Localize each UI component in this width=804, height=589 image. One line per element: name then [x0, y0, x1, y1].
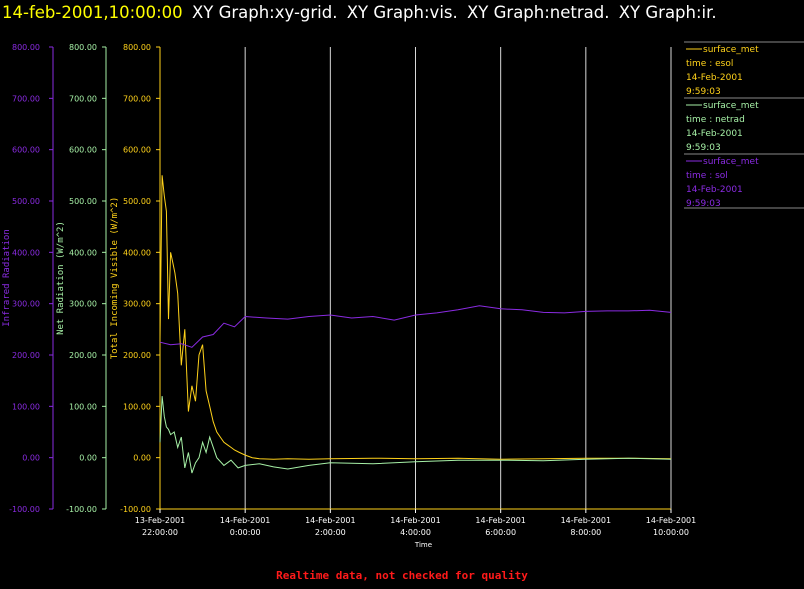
y-tick-label: -100.00	[120, 505, 151, 514]
legend-text: time : sol	[686, 171, 728, 181]
y-tick-label: 100.00	[123, 402, 151, 411]
y-tick-label: 400.00	[123, 248, 151, 257]
y-tick-label: 700.00	[69, 94, 97, 103]
y-axis-0: -100.00 0.00 100.00 200.00 300.00 400.00 500.0…	[2, 43, 54, 514]
y-tick-label: 600.00	[12, 146, 40, 155]
x-tick-label-date: 14-Feb-2001	[390, 516, 440, 525]
footer-note: Realtime data, not checked for quality	[276, 569, 528, 582]
title-graph-ir: XY Graph:ir.	[618, 3, 717, 22]
y-tick-label: 0.00	[133, 454, 151, 463]
x-tick-label-date: 14-Feb-2001	[220, 516, 270, 525]
y-axis-label: Infrared Radiation	[2, 229, 12, 327]
legend-text: 9:59:03	[686, 87, 721, 97]
title-graph-xy-grid: XY Graph:xy-grid.	[191, 3, 338, 22]
x-tick-label-date: 14-Feb-2001	[646, 516, 696, 525]
y-tick-label: -100.00	[9, 505, 40, 514]
x-tick-label-date: 13-Feb-2001	[135, 516, 185, 525]
x-tick-label-time: 8:00:00	[570, 528, 601, 537]
title-graph-netrad: XY Graph:netrad.	[467, 3, 610, 22]
legend-text: time : esol	[686, 59, 733, 69]
y-tick-label: 200.00	[69, 351, 97, 360]
legend-text: 14-Feb-2001	[686, 129, 743, 139]
y-axis-2: -100.00 0.00 100.00 200.00 300.00 400.00 500.0…	[110, 43, 161, 514]
x-axis: 13-Feb-2001 22:00:00 14-Feb-2001 0:00:00 14-…	[135, 508, 696, 549]
y-tick-label: 800.00	[69, 43, 97, 52]
x-tick-label-time: 22:00:00	[142, 528, 178, 537]
y-tick-label: 0.00	[22, 454, 40, 463]
legend-text: 14-Feb-2001	[686, 73, 743, 83]
grid-layer	[244, 47, 672, 509]
y-tick-label: 300.00	[12, 300, 40, 309]
x-tick-label-date: 14-Feb-2001	[305, 516, 355, 525]
y-tick-label: -100.00	[66, 505, 97, 514]
y-tick-label: 300.00	[123, 300, 151, 309]
legend-text: surface_met	[703, 45, 759, 55]
axes-layer: -100.00 0.00 100.00 200.00 300.00 400.00 500.0…	[2, 43, 161, 514]
legend-text: 9:59:03	[686, 199, 721, 209]
series-net-radiation	[159, 396, 672, 474]
y-tick-label: 700.00	[123, 94, 151, 103]
y-axis-label: Total Incoming Visible (W/m^2)	[110, 197, 120, 360]
title-bar: 14-feb-2001,10:00:00 XY Graph:xy-grid. X…	[0, 0, 804, 36]
y-tick-label: 500.00	[123, 197, 151, 206]
y-tick-label: 600.00	[123, 146, 151, 155]
title-date: 14-feb-2001,10:00:00	[2, 3, 183, 22]
y-tick-label: 600.00	[69, 146, 97, 155]
title-graph-vis: XY Graph:vis.	[346, 3, 458, 22]
x-tick-label-time: 6:00:00	[485, 528, 516, 537]
y-tick-label: 0.00	[79, 454, 97, 463]
legend-text: time : netrad	[686, 115, 745, 125]
x-tick-label-time: 2:00:00	[315, 528, 346, 537]
y-tick-label: 300.00	[69, 300, 97, 309]
legend-text: surface_met	[703, 101, 759, 111]
series-infrared	[159, 305, 672, 348]
x-tick-label-time: 4:00:00	[400, 528, 431, 537]
x-tick-label-date: 14-Feb-2001	[561, 516, 611, 525]
y-axis-label: Net Radiation (W/m^2)	[56, 221, 66, 335]
y-tick-label: 200.00	[12, 351, 40, 360]
series-total-visible	[159, 175, 672, 460]
y-tick-label: 500.00	[12, 197, 40, 206]
y-tick-label: 500.00	[69, 197, 97, 206]
y-tick-label: 400.00	[12, 248, 40, 257]
y-tick-label: 800.00	[12, 43, 40, 52]
y-tick-label: 200.00	[123, 351, 151, 360]
x-tick-label-time: 10:00:00	[653, 528, 689, 537]
x-axis-label: Time	[414, 541, 432, 549]
legend-text: 9:59:03	[686, 143, 721, 153]
y-axis-1: -100.00 0.00 100.00 200.00 300.00 400.00 500.0…	[56, 43, 107, 514]
y-tick-label: 100.00	[69, 402, 97, 411]
y-tick-label: 700.00	[12, 94, 40, 103]
y-tick-label: 100.00	[12, 402, 40, 411]
legend-text: 14-Feb-2001	[686, 185, 743, 195]
series-layer	[159, 175, 672, 474]
y-tick-label: 400.00	[69, 248, 97, 257]
y-tick-label: 800.00	[123, 43, 151, 52]
x-tick-label-time: 0:00:00	[230, 528, 261, 537]
x-tick-label-date: 14-Feb-2001	[475, 516, 525, 525]
legend-text: surface_met	[703, 157, 759, 167]
